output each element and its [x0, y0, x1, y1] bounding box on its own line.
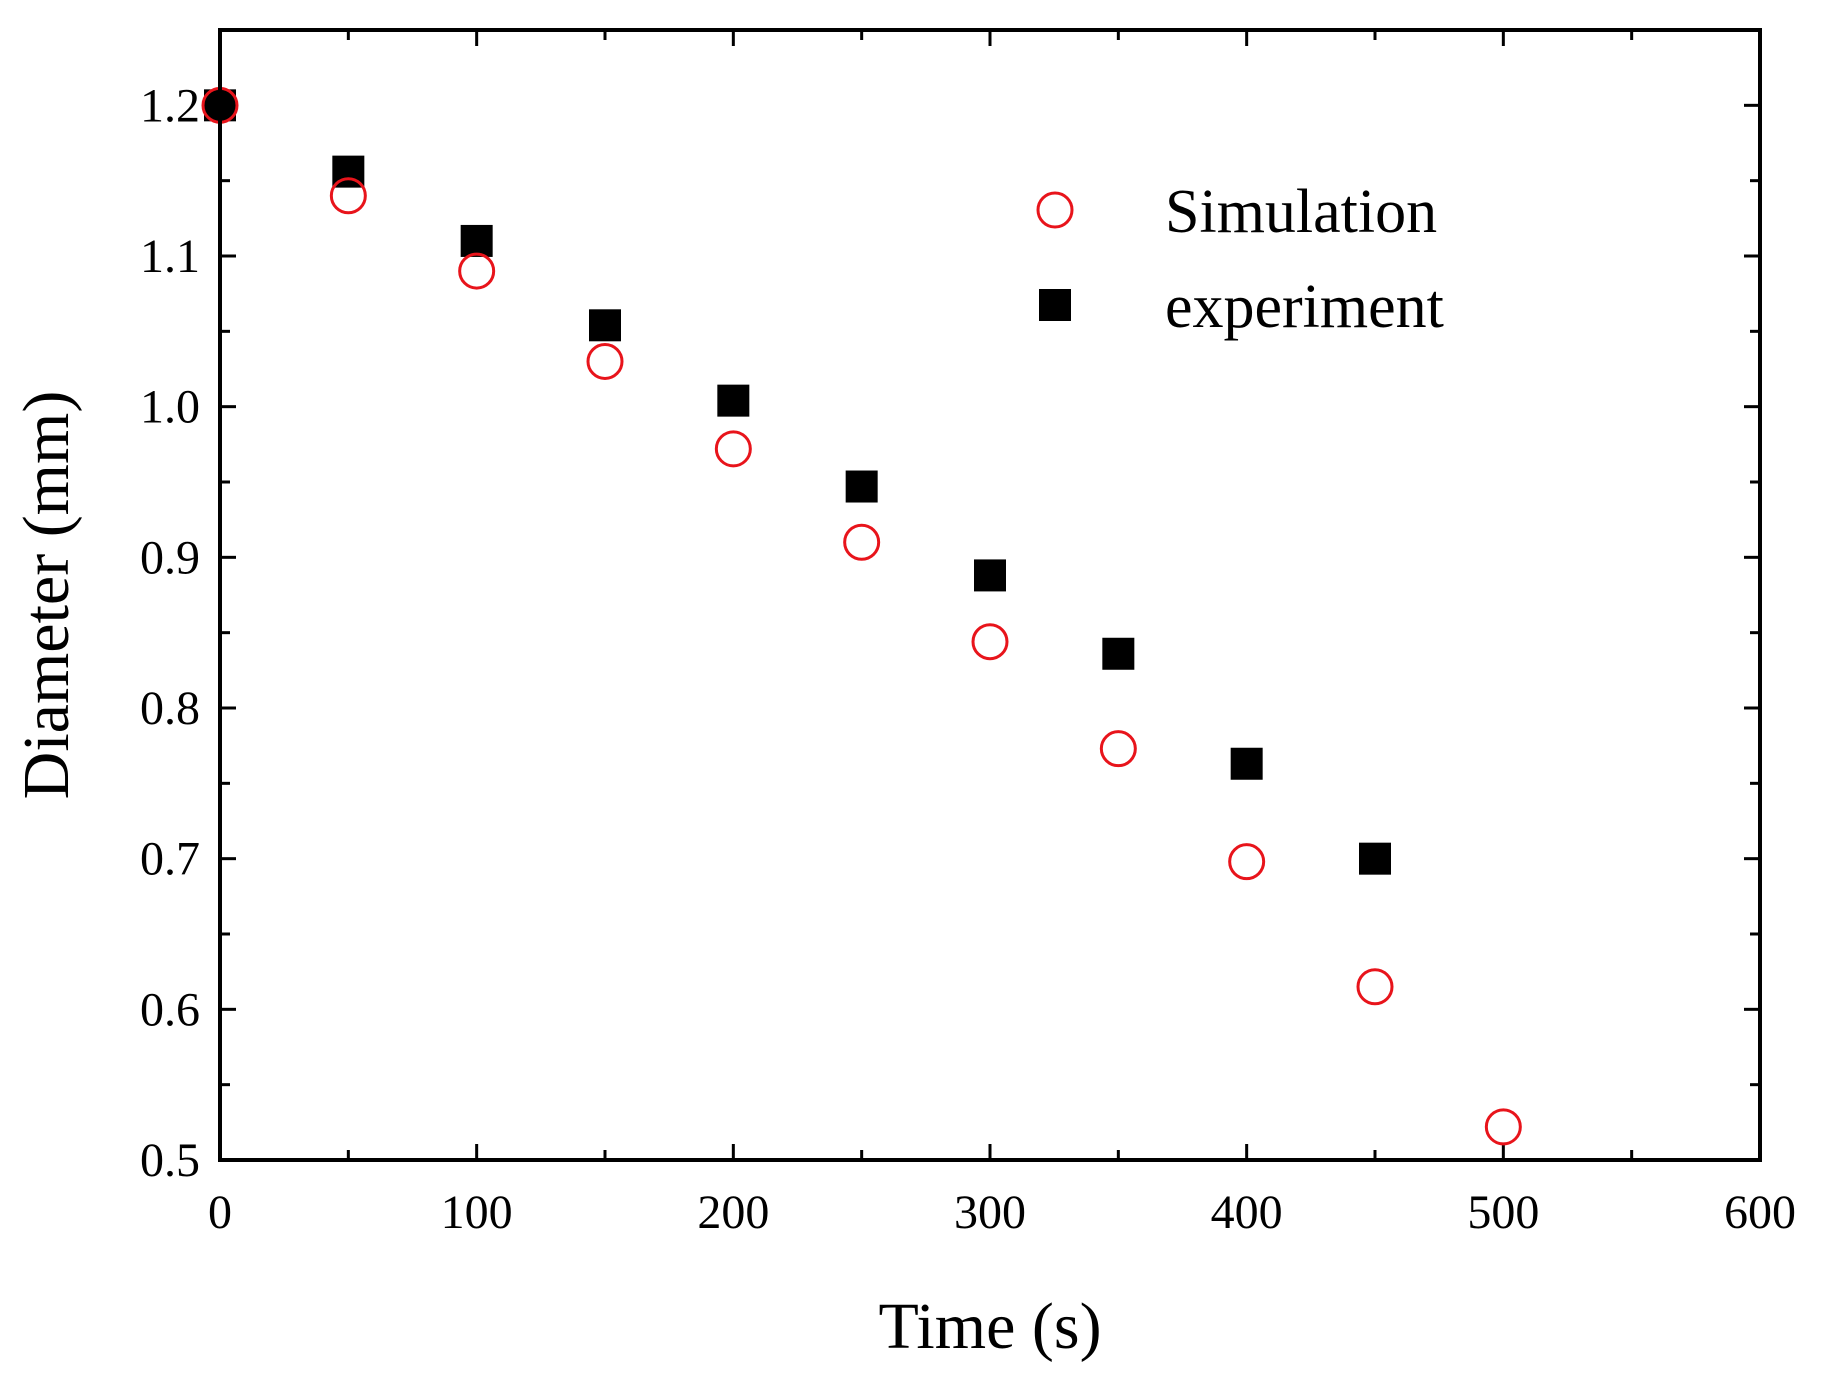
x-tick-label: 100	[441, 1186, 513, 1239]
y-tick-label: 1.1	[140, 230, 200, 283]
experiment-point	[1359, 842, 1391, 875]
x-tick-label: 300	[954, 1186, 1026, 1239]
experiment-point	[1102, 637, 1135, 670]
simulation-point	[1484, 1108, 1522, 1146]
x-tick-label: 600	[1724, 1186, 1796, 1239]
legend-marker-experiment	[1039, 289, 1071, 321]
experiment-point	[974, 559, 1006, 592]
y-tick-label: 0.7	[140, 833, 200, 886]
simulation-point	[971, 623, 1009, 661]
plot-frame	[218, 28, 1762, 1162]
y-tick-label: 1.0	[140, 381, 200, 434]
y-tick-label: 0.8	[140, 682, 200, 735]
y-tick-label: 0.6	[140, 983, 200, 1036]
data-marks	[201, 86, 1522, 1146]
x-tick-label: 400	[1211, 1186, 1283, 1239]
simulation-point	[714, 430, 752, 468]
experiment-point	[589, 309, 621, 342]
simulation-point	[1356, 968, 1394, 1006]
x-tick-label: 200	[697, 1186, 769, 1239]
legend-marker-simulation	[1036, 191, 1074, 229]
simulation-point	[1228, 843, 1266, 881]
x-tick-label: 500	[1467, 1186, 1539, 1239]
experiment-point	[1230, 747, 1263, 780]
experiment-point	[717, 384, 750, 417]
x-axis-title: Time (s)	[878, 1290, 1101, 1363]
legend-label-experiment: experiment	[1165, 273, 1444, 341]
y-axis-title: Diameter (mm)	[10, 391, 83, 800]
axis-ticks	[218, 28, 1762, 1162]
y-tick-label: 1.2	[140, 79, 200, 132]
simulation-point	[458, 252, 496, 290]
legend-label-simulation: Simulation	[1165, 178, 1437, 246]
simulation-point	[843, 523, 881, 561]
y-tick-label: 0.5	[140, 1134, 200, 1187]
y-tick-label: 0.9	[140, 531, 200, 584]
experiment-point	[845, 470, 878, 503]
simulation-point	[329, 177, 367, 215]
x-tick-label: 0	[208, 1186, 232, 1239]
simulation-point	[1099, 730, 1137, 768]
legend: Simulation experiment	[1036, 178, 1444, 341]
simulation-point	[586, 342, 624, 380]
experiment-point	[460, 224, 493, 257]
tick-labels: 0 100 200 300 400 500 600 0.5 0.6 0.7 0.8 0.9 1.0 1.1…	[140, 79, 1796, 1239]
